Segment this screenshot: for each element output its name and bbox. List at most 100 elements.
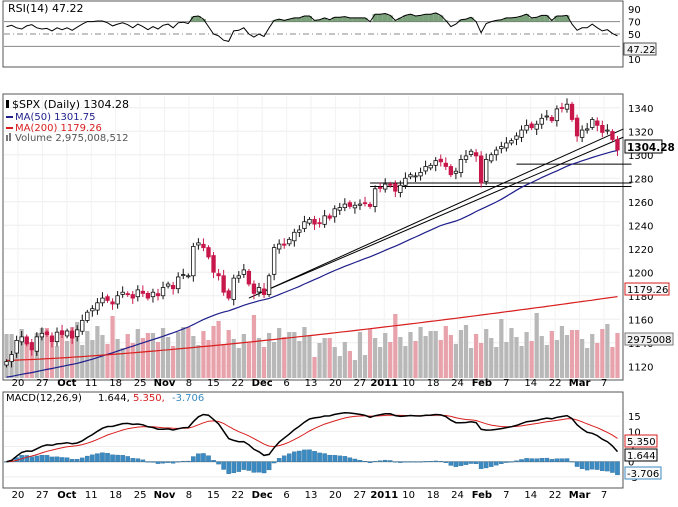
legend-ma50: MA(50) 1301.75: [15, 112, 96, 123]
volume-bar: [509, 328, 514, 378]
macd-hist-bar: [186, 460, 191, 462]
macd-hist-bar: [362, 461, 368, 462]
macd-hist-bar: [367, 461, 373, 464]
volume-bar: [226, 330, 231, 378]
macd-hist-bar: [59, 457, 65, 462]
macd-hist-bar: [160, 461, 166, 464]
rsi-value-badge: 47.22: [627, 45, 656, 56]
volume-bar: [605, 324, 610, 378]
rsi-overbought-fill: [402, 15, 408, 22]
candle-body: [181, 274, 186, 277]
candle-body: [317, 222, 322, 225]
candle-body: [484, 159, 489, 182]
candle-body: [322, 215, 327, 225]
macd-hist-bar: [342, 456, 348, 462]
macd-tick-label: 5: [628, 443, 634, 454]
macd-hist-bar: [266, 461, 272, 471]
rsi-overbought-fill: [458, 19, 464, 22]
volume-bar: [211, 326, 216, 378]
volume-bar: [49, 337, 55, 378]
macd-hist-bar: [499, 461, 504, 464]
candle-body: [4, 361, 9, 366]
rsi-overbought-fill: [493, 20, 499, 22]
macd-hist-bar: [24, 455, 29, 462]
trendline: [258, 136, 624, 294]
macd-hist-bar: [231, 461, 237, 474]
macd-hist-bar: [201, 453, 206, 462]
macd-hist-bar: [216, 461, 221, 465]
macd-hist-bar: [115, 454, 120, 462]
price-tick-label: 1180: [628, 292, 653, 303]
rsi-overbought-fill: [418, 15, 424, 22]
volume-bar: [186, 327, 191, 378]
volume-bar: [110, 316, 115, 378]
volume-bar: [352, 360, 358, 378]
macd-hist-bar: [211, 460, 216, 462]
price-tick-label: 1280: [628, 174, 653, 185]
rsi-overbought-fill: [539, 15, 545, 22]
rsi-overbought-fill: [195, 16, 201, 22]
rsi-label: RSI(14) 47.22: [8, 2, 83, 15]
candle-body: [362, 202, 368, 205]
macd-hist-bar: [79, 457, 85, 462]
candle-body: [428, 164, 433, 169]
date-tick-label: 24: [451, 378, 464, 389]
candle-body: [176, 276, 181, 290]
macd-hist-bar: [292, 451, 297, 462]
date-tick-label: Mar: [569, 378, 591, 389]
macd-hist-bar: [468, 461, 474, 464]
candle-body: [19, 336, 24, 343]
ma200-badge-box: [624, 282, 670, 296]
volume-bar: [473, 334, 479, 378]
macd-hist-bar: [74, 459, 80, 462]
date-tick-label: Feb: [472, 378, 492, 389]
candle-body: [155, 293, 161, 297]
macd-date-label: 8: [186, 490, 192, 501]
candle-body: [564, 103, 570, 110]
candle-body: [423, 166, 428, 172]
macd-hist-bar: [387, 460, 393, 462]
volume-bar: [105, 344, 110, 378]
rsi-overbought-fill: [564, 15, 570, 22]
ma200-badge: 1179.26: [627, 285, 668, 296]
volume-bar: [307, 336, 312, 378]
rsi-overbought-fill: [513, 17, 520, 22]
volume-bar: [443, 326, 448, 378]
volume-bar: [499, 319, 504, 378]
volume-bar: [569, 330, 575, 378]
candle-body: [251, 283, 257, 294]
macd-hist-bar: [175, 461, 181, 463]
macd-date-label: Mar: [569, 490, 591, 501]
rsi-overbought-fill: [327, 19, 333, 22]
rsi-overbought-fill: [296, 17, 302, 22]
volume-bar: [251, 315, 257, 378]
rsi-overbought-fill: [559, 16, 565, 22]
volume-bar: [479, 343, 484, 378]
macd-hist-bar: [251, 461, 257, 473]
date-tick-label: 13: [305, 378, 318, 389]
macd-hist-bar: [347, 457, 353, 462]
volume-bar: [95, 326, 100, 378]
macd-hist-bar: [90, 454, 95, 462]
candle-body: [393, 183, 398, 192]
volume-bar: [342, 342, 347, 378]
macd-hist-bar: [478, 461, 484, 469]
volume-bar: [554, 340, 560, 378]
macd-hist-bar: [307, 449, 312, 462]
candle-body: [105, 296, 110, 301]
macd-date-label: Feb: [472, 490, 492, 501]
macd-date-label: 22: [231, 490, 244, 501]
candle-body: [504, 142, 509, 149]
candle-body: [448, 166, 454, 176]
volume-bar: [216, 321, 221, 378]
date-tick-label: 22: [549, 378, 562, 389]
macd-hist-bar: [615, 461, 620, 476]
rsi-overbought-fill: [352, 17, 358, 22]
volume-bar: [292, 332, 297, 378]
macd-hist-bar: [453, 461, 459, 467]
volume-bar: [120, 348, 125, 378]
volume-bar: [176, 332, 181, 378]
price-tick-label: 1200: [628, 268, 653, 279]
macd-line: [6, 411, 619, 463]
volume-bar: [590, 334, 595, 378]
